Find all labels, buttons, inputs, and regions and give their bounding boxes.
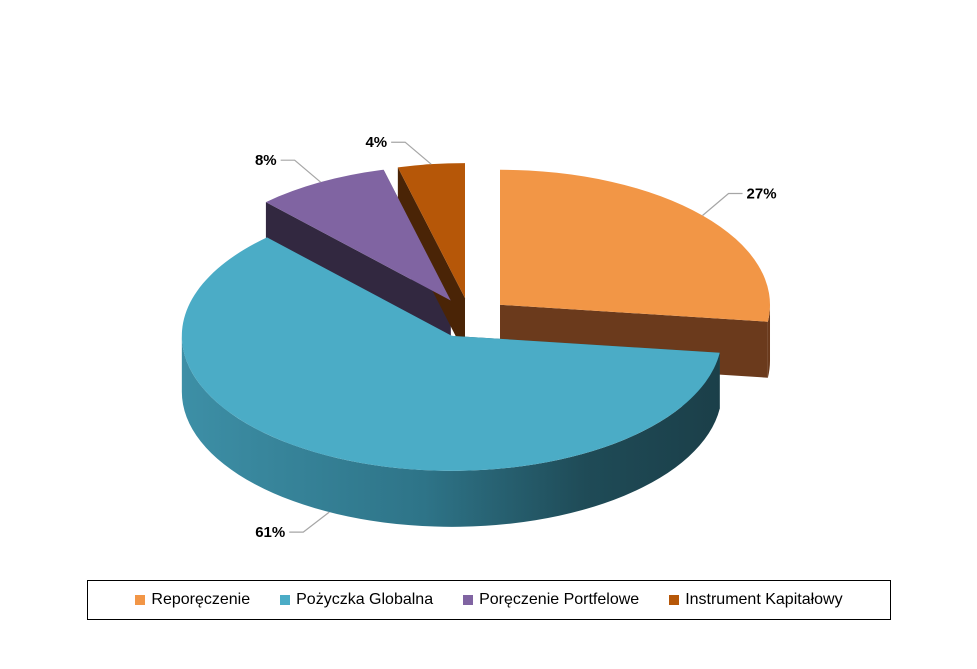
data-label-instrument-kapitalowy: 4%: [365, 134, 387, 151]
legend-label: Instrument Kapitałowy: [685, 591, 843, 608]
legend: Reporęczenie Pożyczka Globalna Poręczeni…: [87, 580, 891, 620]
pie-layer: [181, 163, 771, 527]
legend-item-poreczenie-portfelowe: Poręczenie Portfelowe: [463, 591, 639, 609]
legend-swatch: [463, 595, 474, 605]
legend-label: Poręczenie Portfelowe: [479, 591, 640, 608]
slice-side-pozyczka-globalna: [181, 335, 720, 527]
legend-swatch: [135, 595, 146, 605]
data-label-poreczenie-portfelowe: 8%: [255, 152, 277, 169]
leader-line-poreczenie-portfelowe: [280, 159, 322, 183]
data-label-pozyczka-globalna: 61%: [255, 524, 285, 541]
legend-label: Reporęczenie: [151, 591, 251, 608]
leader-line-pozyczka-globalna: [289, 511, 330, 533]
legend-item-reporeczenie: Reporęczenie: [135, 591, 250, 609]
legend-item-pozyczka-globalna: Pożyczka Globalna: [280, 591, 433, 609]
slice-side-reporeczenie: [767, 304, 771, 378]
legend-label: Pożyczka Globalna: [296, 591, 434, 608]
leader-line-instrument-kapitalowy: [391, 141, 432, 165]
slice-wall-instrument-kapitalowy: [397, 167, 465, 355]
legend-swatch: [280, 595, 291, 605]
data-labels: 27% 61% 8% 4%: [255, 134, 777, 541]
slice-poreczenie-portfelowe: [265, 169, 451, 301]
slice-instrument-kapitalowy: [397, 163, 465, 299]
data-label-reporeczenie: 27%: [747, 185, 777, 202]
slice-pozyczka-globalna: [181, 237, 720, 471]
slice-reporeczenie: [500, 169, 771, 322]
legend-swatch: [669, 595, 680, 605]
legend-item-instrument-kapitalowy: Instrument Kapitałowy: [669, 591, 843, 609]
leader-line-reporeczenie: [702, 192, 743, 216]
